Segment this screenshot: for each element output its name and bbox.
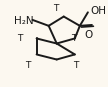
Text: T: T [73,61,79,70]
Text: O: O [85,30,93,40]
Text: H₂N: H₂N [14,16,33,26]
Text: T: T [25,61,30,70]
Text: T: T [17,33,22,43]
Text: T: T [71,33,76,43]
Text: OH: OH [90,7,106,17]
Text: T: T [53,4,59,13]
